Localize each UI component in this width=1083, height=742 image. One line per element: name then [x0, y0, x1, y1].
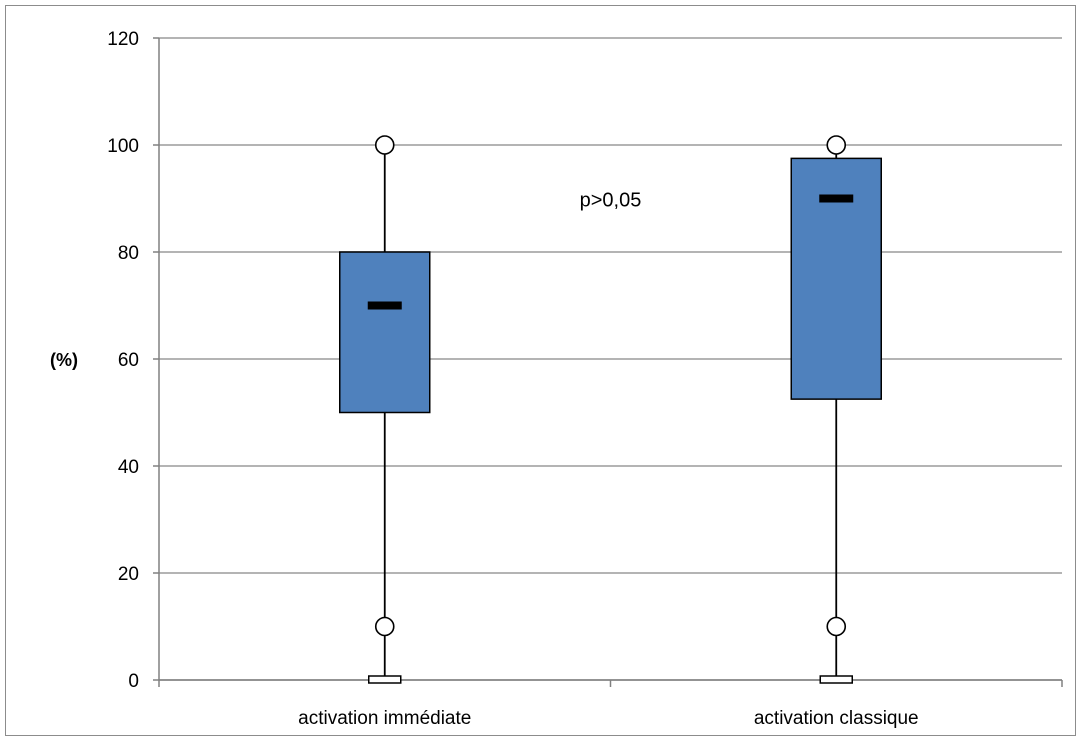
grid-lines — [159, 37, 1062, 681]
p-value-annotation: p>0,05 — [580, 190, 642, 212]
boxes — [339, 135, 882, 684]
y-tick-label: 20 — [118, 564, 139, 585]
outlier-point — [374, 135, 395, 155]
chart-area: 0 20 40 60 80 100 120 (%) activation immédiate ac… — [5, 5, 1076, 736]
axes — [153, 37, 1063, 687]
outlier-point — [374, 616, 395, 637]
box-plot-chart: 0 20 40 60 80 100 120 (%) activation immédiate ac… — [50, 29, 1063, 729]
y-tick-label: 40 — [118, 457, 139, 478]
category-label: activation immédiate — [298, 708, 471, 729]
min-marker — [368, 675, 402, 684]
y-tick-label: 100 — [107, 136, 139, 157]
median-marker — [367, 301, 402, 310]
outlier-point — [826, 135, 847, 155]
outlier-point — [826, 616, 847, 637]
category-label: activation classique — [754, 708, 919, 729]
min-marker — [819, 675, 853, 684]
y-tick-label: 60 — [118, 350, 139, 371]
y-tick-label: 80 — [118, 243, 139, 264]
median-marker — [819, 194, 854, 203]
box-iqr — [339, 251, 431, 414]
labels: 0 20 40 60 80 100 120 (%) activation immédiate ac… — [50, 29, 919, 729]
y-axis-label: (%) — [50, 350, 78, 370]
y-tick-label: 120 — [107, 29, 139, 50]
y-tick-label: 0 — [128, 671, 139, 692]
box-iqr — [790, 157, 882, 400]
